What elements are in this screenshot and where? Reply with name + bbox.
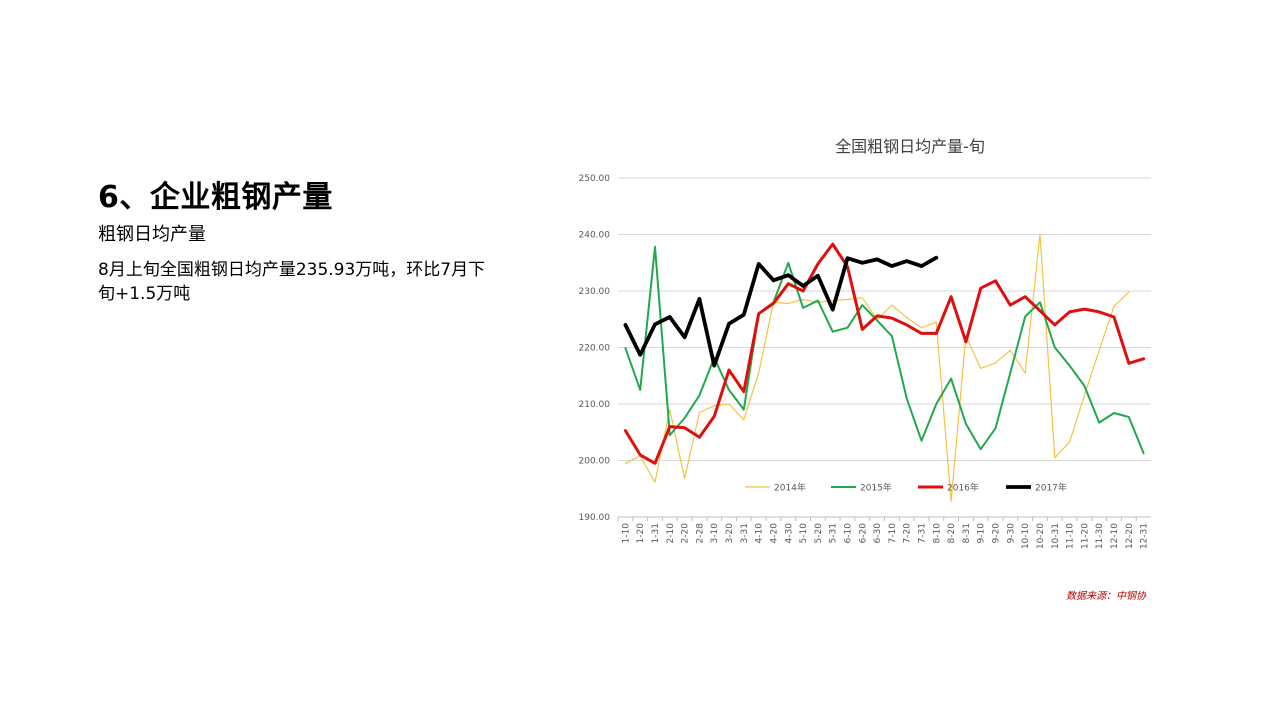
x-tick-label: 5-20	[814, 523, 824, 544]
legend-label: 2014年	[774, 482, 806, 494]
x-tick-label: 9-10	[977, 523, 987, 544]
series-lines	[623, 233, 1146, 502]
legend-label: 2017年	[1035, 482, 1067, 494]
line-chart: 全国粗钢日均产量-旬 190.00 200.00 210.00 220.00 230.0…	[579, 137, 1151, 549]
x-tick-label: 8-20	[947, 523, 957, 544]
x-tick-label: 4-30	[784, 523, 794, 544]
y-tick-label: 250.00	[579, 174, 611, 184]
series-line-3	[623, 255, 939, 368]
x-tick-label: 2-20	[681, 523, 691, 544]
data-source-note: 数据来源：中钢协	[1066, 591, 1146, 602]
x-tick-label: 10-10	[1021, 523, 1031, 549]
x-tick-label: 5-10	[799, 523, 809, 544]
x-tick-label: 9-30	[1006, 523, 1016, 544]
x-tick-label: 6-10	[843, 523, 853, 544]
legend-label: 2016年	[947, 482, 979, 494]
x-tick-label: 4-20	[769, 523, 779, 544]
x-tick-label: 6-30	[873, 523, 883, 544]
slide-subtitle: 粗钢日均产量	[98, 224, 206, 245]
x-tick-label: 3-31	[740, 523, 750, 543]
y-tick-label: 220.00	[579, 344, 611, 354]
x-tick-label: 3-20	[725, 523, 735, 544]
y-tick-label: 190.00	[579, 513, 611, 523]
y-axis-ticks: 190.00 200.00 210.00 220.00 230.00 240.00 250.…	[579, 174, 611, 523]
y-tick-label: 200.00	[579, 457, 611, 467]
legend-label: 2015年	[860, 482, 892, 494]
series-line-1	[624, 245, 1145, 455]
legend: 2014年 2015年 2016年 2017年	[745, 482, 1067, 494]
x-tick-label: 12-31	[1140, 523, 1150, 549]
gridlines	[618, 177, 1151, 518]
x-tick-label: 11-20	[1080, 523, 1090, 549]
series-line-2	[623, 242, 1146, 465]
x-tick-label: 3-10	[710, 523, 720, 544]
chart-title: 全国粗钢日均产量-旬	[835, 137, 985, 156]
x-tick-label: 11-10	[1066, 523, 1076, 549]
x-tick-label: 1-20	[636, 523, 646, 544]
y-tick-label: 240.00	[579, 231, 611, 241]
slide-title: 6、企业粗钢产量	[98, 180, 333, 215]
x-tick-label: 11-30	[1095, 523, 1105, 549]
slide-body-text: 8月上旬全国粗钢日均产量235.93万吨，环比7月下旬+1.5万吨	[98, 260, 486, 304]
x-tick-label: 10-20	[1036, 523, 1046, 549]
x-tick-label: 2-10	[666, 523, 676, 544]
x-tick-label: 1-31	[651, 523, 661, 543]
y-tick-label: 230.00	[579, 287, 611, 297]
x-axis-ticks: 1-10 1-20 1-31 2-10 2-20 2-28 3-10 3-20 3-31 4-10…	[617, 517, 1150, 549]
x-tick-label: 7-31	[918, 523, 928, 543]
x-tick-label: 7-20	[903, 523, 913, 544]
x-tick-label: 8-31	[962, 523, 972, 543]
series-line-0	[624, 233, 1130, 502]
x-tick-label: 4-10	[755, 523, 765, 544]
x-tick-label: 12-10	[1110, 523, 1120, 549]
x-tick-label: 2-28	[695, 523, 705, 544]
x-tick-label: 12-20	[1125, 523, 1135, 549]
x-tick-label: 5-31	[829, 523, 839, 543]
x-tick-label: 1-10	[621, 523, 631, 544]
x-tick-label: 8-10	[932, 523, 942, 544]
x-tick-label: 6-20	[858, 523, 868, 544]
x-tick-label: 10-31	[1051, 523, 1061, 549]
x-tick-label: 7-10	[888, 523, 898, 544]
x-tick-label: 9-20	[992, 523, 1002, 544]
y-tick-label: 210.00	[579, 400, 611, 410]
